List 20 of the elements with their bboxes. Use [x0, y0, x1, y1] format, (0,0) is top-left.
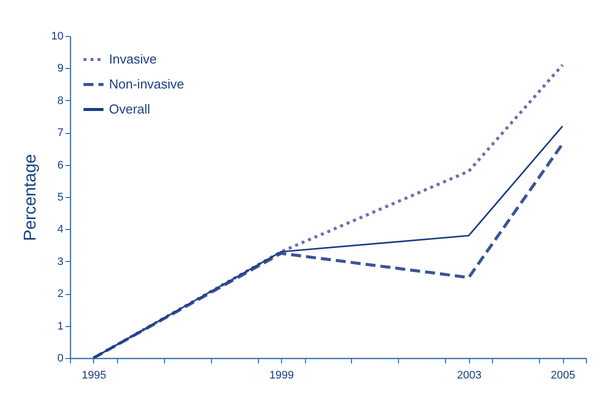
- y-axis-title: Percentage: [20, 154, 40, 241]
- y-tick-label: 9: [57, 62, 64, 75]
- y-tick-label: 7: [57, 127, 64, 140]
- x-tick-label: 2005: [550, 370, 576, 382]
- x-tick-label: 1999: [269, 370, 294, 382]
- y-tick-label: 2: [57, 288, 64, 300]
- y-tick-label: 10: [51, 30, 64, 42]
- y-tick-label: 0: [57, 352, 64, 364]
- x-tick-label: 2003: [456, 370, 482, 382]
- y-tick-label: 4: [57, 224, 64, 236]
- y-tick-label: 5: [57, 192, 64, 204]
- line-series: [92, 63, 564, 360]
- x-tick-label: 1995: [82, 370, 106, 382]
- y-tick-label: 3: [57, 256, 64, 268]
- y-tick-label: 8: [57, 94, 64, 107]
- y-tick-label: 6: [57, 159, 64, 172]
- legend-label: Overall: [109, 102, 150, 116]
- legend-label: Non-invasive: [109, 76, 184, 92]
- y-tick-label: 1: [57, 320, 64, 332]
- legend-label: Invasive: [109, 52, 157, 66]
